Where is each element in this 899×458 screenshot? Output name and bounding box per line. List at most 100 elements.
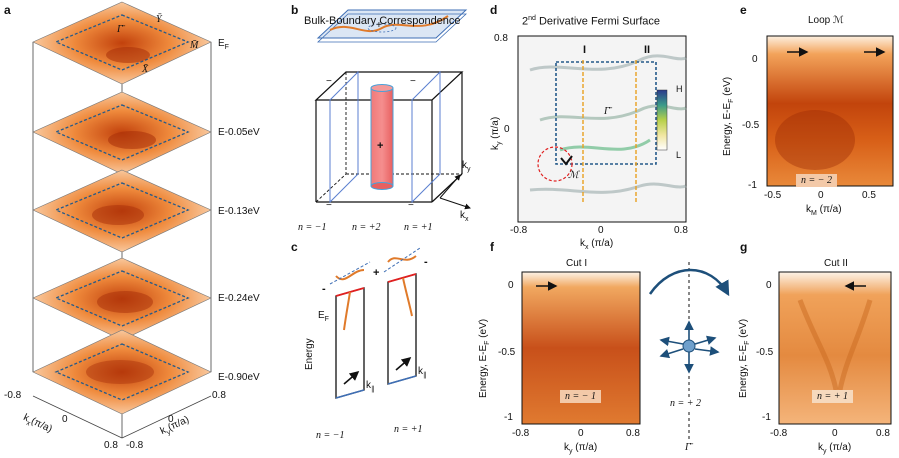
e-yaxis-label: Energy, E-EF (eV) (722, 76, 735, 156)
e-xtick-1: 0 (818, 190, 824, 201)
d-yaxis-label: ky (π/a) (490, 116, 503, 150)
panel-label-a: a (4, 3, 11, 17)
f-xaxis-label: ky (π/a) (564, 442, 598, 455)
panel-c-diagram (329, 247, 421, 399)
d-ytick-0: 0.8 (494, 33, 508, 44)
symbol-Y: Ȳ (156, 14, 162, 25)
g-yaxis-label: Energy, E-EF (eV) (738, 318, 751, 398)
c-plus: + (373, 267, 380, 279)
layer-3 (32, 257, 212, 341)
g-n-label: n = + 1 (812, 390, 853, 403)
b-n-right: n = +1 (404, 222, 433, 233)
panel-label-d: d (490, 3, 498, 17)
panel-label-c: c (291, 240, 298, 254)
e-xtick-0: -0.5 (764, 190, 782, 201)
panel-a-stack (32, 1, 212, 439)
d-xtick-0: -0.8 (510, 225, 528, 236)
g-ytick-2: -1 (762, 412, 771, 423)
b-kx: kx (460, 210, 469, 223)
a-ytick-2: 0.8 (212, 390, 226, 401)
d-ytick-1: 0 (504, 124, 510, 135)
layer-label-3: E-0.24eV (218, 293, 260, 304)
d-cut-II: II (644, 44, 651, 56)
b-minus-top-l: − (326, 76, 332, 87)
e-xaxis-label: kM (π/a) (806, 204, 842, 217)
middle-gamma: Γ̄ (685, 442, 691, 453)
b-n-left: n = −1 (298, 222, 327, 233)
layer-label-2: E-0.13eV (218, 206, 260, 217)
g-ytick-1: -0.5 (756, 347, 774, 358)
a-xtick-1: 0 (62, 414, 68, 425)
c-ef: EF (318, 310, 329, 323)
f-xtick-0: -0.8 (512, 428, 530, 439)
panel-d-plot (517, 35, 687, 223)
b-title: Bulk-Boundary Correspondence (304, 15, 461, 27)
middle-schematic (648, 262, 730, 440)
c-energy: Energy (304, 338, 315, 370)
d-title: 2nd Derivative Fermi Surface (522, 15, 661, 28)
d-gamma: Γ̄ (604, 106, 610, 117)
b-n-mid: n = +2 (352, 222, 381, 233)
a-ytick-0: -0.8 (126, 440, 144, 451)
c-minus-2: - (424, 256, 428, 268)
d-cut-I: I (583, 44, 587, 56)
layer-1 (32, 91, 212, 175)
f-ytick-0: 0 (508, 280, 514, 291)
d-xtick-2: 0.8 (674, 225, 688, 236)
e-ytick-1: -0.5 (742, 120, 760, 131)
b-minus-top-r: − (410, 76, 416, 87)
layer-label-4: E-0.90eV (218, 372, 260, 383)
g-ytick-0: 0 (766, 280, 772, 291)
layer-2 (32, 169, 212, 253)
panel-label-g: g (740, 240, 748, 254)
e-ytick-0: 0 (752, 54, 758, 65)
layer-4 (32, 329, 212, 415)
panel-label-e: e (740, 3, 747, 17)
layer-0 (32, 1, 212, 85)
b-minus-bot-r: − (408, 200, 414, 211)
a-ytick-1: 0 (168, 414, 174, 425)
panel-b-diagram (314, 9, 471, 210)
d-cbar-high: H (676, 84, 683, 94)
g-xtick-0: -0.8 (770, 428, 788, 439)
f-ytick-1: -0.5 (498, 347, 516, 358)
f-title: Cut I (566, 258, 588, 269)
symbol-M: M̄ (190, 40, 199, 51)
layer-label-1: E-0.05eV (218, 127, 260, 138)
b-bulk-plus: + (377, 140, 384, 152)
c-minus-1: - (322, 283, 326, 295)
panel-label-b: b (291, 3, 299, 17)
d-xaxis-label: kx (π/a) (580, 238, 614, 251)
c-n-right: n = +1 (394, 424, 423, 435)
d-loop: ℳ (568, 170, 579, 181)
layer-label-0: EF (218, 38, 229, 51)
c-n-left: n = −1 (316, 430, 345, 441)
b-minus-bot-l: − (326, 200, 332, 211)
f-xtick-1: 0 (578, 428, 584, 439)
panel-label-f: f (490, 240, 494, 254)
d-cbar-low: L (676, 150, 682, 160)
f-xtick-2: 0.8 (626, 428, 640, 439)
a-xtick-0: -0.8 (4, 390, 22, 401)
e-ytick-2: -1 (748, 180, 757, 191)
e-title: Loop ℳ (808, 15, 844, 26)
f-yaxis-label: Energy, E-EF (eV) (478, 318, 491, 398)
f-n-label: n = − 1 (560, 390, 601, 403)
e-xtick-2: 0.5 (862, 190, 876, 201)
symbol-X: X̄ (142, 64, 149, 75)
g-xaxis-label: ky (π/a) (818, 442, 852, 455)
b-surface-plus: + (376, 20, 382, 31)
d-xtick-1: 0 (598, 225, 604, 236)
middle-n-label: n = + 2 (670, 398, 701, 409)
f-ytick-2: -1 (504, 412, 513, 423)
b-ky: ky (462, 160, 471, 173)
g-xtick-2: 0.8 (876, 428, 890, 439)
a-xtick-2: 0.8 (104, 440, 118, 451)
c-kpar-2: k∥ (418, 366, 427, 379)
c-kpar-1: k∥ (366, 380, 375, 393)
g-xtick-1: 0 (832, 428, 838, 439)
symbol-gamma: Γ̄ (117, 24, 123, 35)
panel-e-plot (766, 35, 894, 187)
e-n-label: n = − 2 (796, 174, 837, 187)
